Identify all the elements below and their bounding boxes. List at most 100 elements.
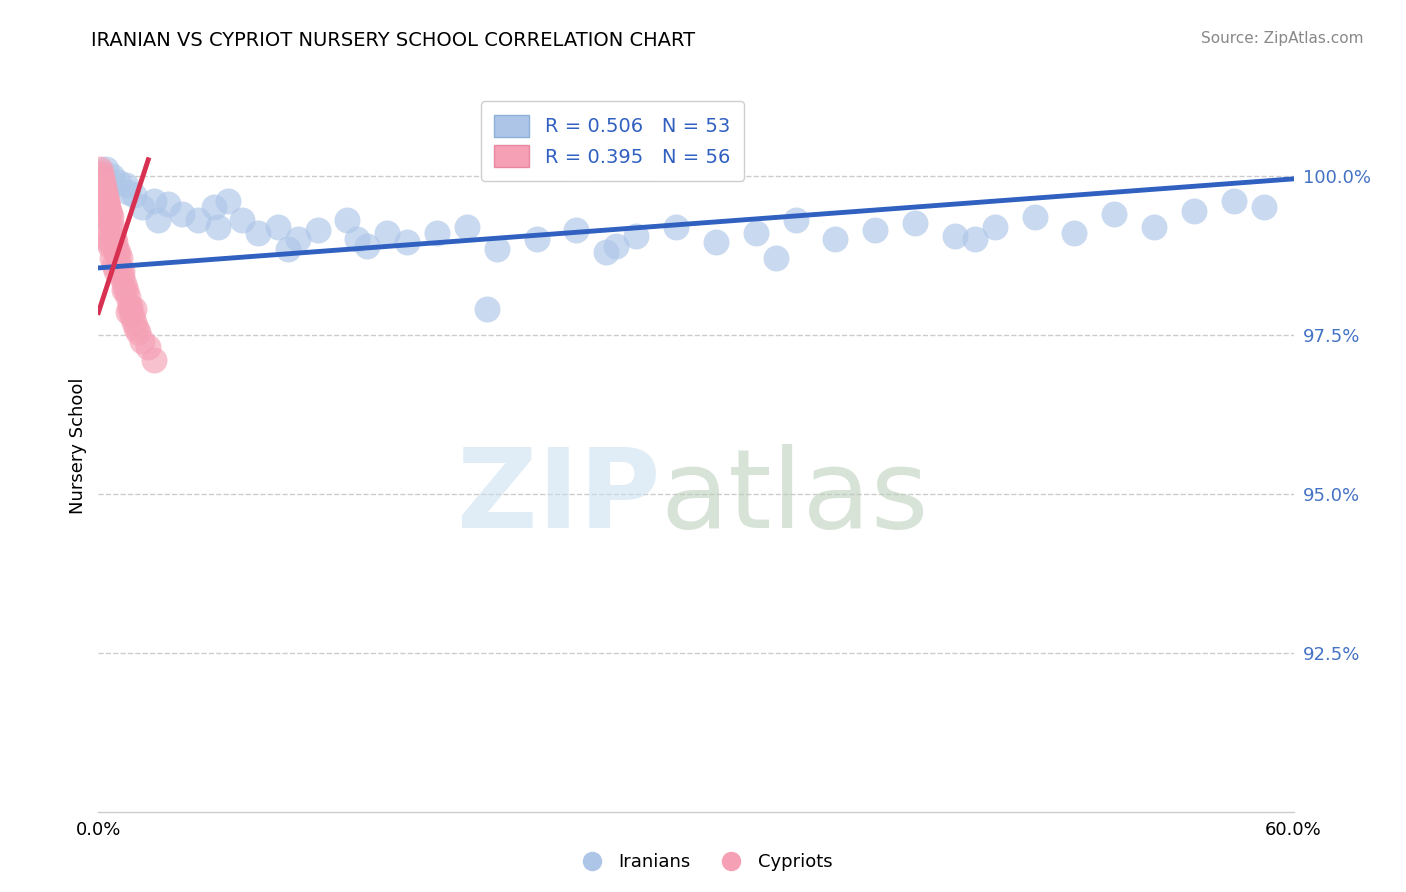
Point: [904, 216, 927, 230]
Point: [396, 235, 419, 250]
Point: [107, 175, 129, 189]
Point: [131, 201, 153, 215]
Point: [943, 229, 966, 244]
Point: [90, 191, 112, 205]
Point: [246, 226, 269, 240]
Point: [112, 283, 135, 297]
Point: [963, 232, 986, 246]
Point: [105, 242, 128, 256]
Point: [120, 299, 142, 313]
Point: [94, 187, 117, 202]
Point: [824, 232, 846, 246]
Point: [187, 213, 209, 227]
Point: [120, 302, 142, 317]
Point: [785, 213, 807, 227]
Legend: Iranians, Cypriots: Iranians, Cypriots: [567, 847, 839, 879]
Point: [90, 169, 112, 183]
Point: [103, 226, 125, 240]
Point: [475, 302, 498, 317]
Point: [765, 252, 787, 266]
Point: [865, 223, 887, 237]
Point: [107, 245, 129, 260]
Point: [307, 223, 329, 237]
Point: [125, 321, 148, 335]
Point: [136, 340, 159, 354]
Point: [103, 258, 125, 272]
Point: [91, 185, 114, 199]
Point: [124, 302, 146, 317]
Point: [143, 194, 166, 208]
Point: [112, 277, 135, 291]
Point: [96, 223, 118, 237]
Text: atlas: atlas: [661, 443, 928, 550]
Point: [124, 187, 146, 202]
Point: [131, 334, 153, 348]
Point: [984, 219, 1007, 234]
Point: [96, 194, 118, 208]
Point: [1104, 207, 1126, 221]
Point: [1182, 203, 1205, 218]
Point: [336, 213, 359, 227]
Point: [124, 315, 146, 329]
Point: [426, 226, 449, 240]
Point: [98, 238, 122, 252]
Point: [1063, 226, 1085, 240]
Point: [704, 235, 727, 250]
Point: [456, 219, 478, 234]
Point: [103, 232, 125, 246]
Point: [1143, 219, 1166, 234]
Point: [117, 185, 139, 199]
Point: [485, 242, 508, 256]
Point: [565, 223, 588, 237]
Point: [105, 264, 128, 278]
Point: [217, 194, 239, 208]
Point: [90, 165, 112, 179]
Point: [104, 235, 127, 250]
Point: [100, 210, 122, 224]
Point: [148, 213, 170, 227]
Point: [89, 162, 111, 177]
Point: [91, 175, 114, 189]
Point: [98, 207, 122, 221]
Point: [665, 219, 688, 234]
Point: [595, 245, 617, 260]
Point: [94, 191, 117, 205]
Point: [172, 207, 194, 221]
Y-axis label: Nursery School: Nursery School: [69, 377, 87, 515]
Point: [98, 203, 121, 218]
Point: [101, 169, 124, 183]
Point: [98, 235, 121, 250]
Point: [626, 229, 648, 244]
Point: [277, 242, 299, 256]
Point: [93, 197, 115, 211]
Point: [127, 325, 149, 339]
Point: [96, 197, 118, 211]
Point: [101, 252, 124, 266]
Point: [267, 219, 290, 234]
Point: [94, 185, 117, 199]
Point: [1253, 201, 1275, 215]
Point: [1024, 210, 1046, 224]
Point: [121, 309, 143, 323]
Point: [105, 248, 128, 262]
Point: [143, 353, 166, 368]
Point: [207, 219, 229, 234]
Point: [91, 172, 114, 186]
Point: [96, 213, 118, 227]
Point: [97, 232, 120, 246]
Point: [745, 226, 768, 240]
Text: ZIP: ZIP: [457, 443, 661, 550]
Point: [356, 238, 378, 252]
Point: [94, 210, 117, 224]
Point: [157, 197, 180, 211]
Point: [93, 194, 115, 208]
Point: [97, 201, 120, 215]
Point: [115, 178, 138, 193]
Point: [111, 264, 134, 278]
Point: [1223, 194, 1246, 208]
Point: [375, 226, 398, 240]
Point: [117, 289, 139, 303]
Point: [96, 162, 118, 177]
Text: Source: ZipAtlas.com: Source: ZipAtlas.com: [1201, 31, 1364, 46]
Point: [107, 254, 129, 268]
